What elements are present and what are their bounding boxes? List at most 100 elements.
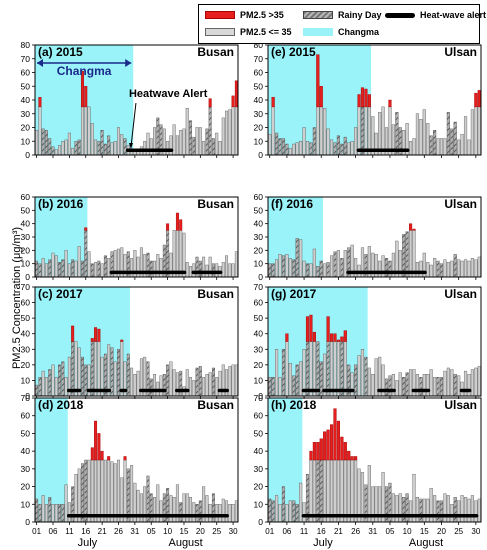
bar [130, 465, 134, 523]
bar [433, 130, 437, 156]
bar [48, 138, 52, 156]
panel-frame [267, 397, 482, 523]
panel-c2017-busan: 0 10 20 30 40 50 60 70 (c) 2017 Busan [21, 282, 239, 401]
bar [319, 459, 323, 523]
bar [305, 341, 310, 397]
bar [117, 127, 120, 156]
bar [162, 493, 166, 523]
bar [278, 254, 282, 278]
bar [195, 367, 199, 397]
bar-exceed [340, 436, 344, 461]
bar [460, 134, 464, 156]
y-tick-label: 20 [254, 360, 264, 370]
bar [347, 459, 351, 523]
bar [336, 250, 340, 278]
bar [71, 341, 75, 397]
bar [402, 497, 406, 523]
y-tick-label: 10 [21, 136, 31, 146]
y-tick-label: 20 [21, 123, 31, 133]
bar [271, 500, 275, 523]
bar [48, 497, 52, 523]
bar [443, 259, 447, 278]
bar [231, 364, 235, 397]
bar-exceed [208, 98, 212, 108]
bar [470, 369, 474, 397]
bar [343, 459, 347, 523]
bar-exceed [329, 333, 334, 342]
bar [198, 500, 202, 523]
bar [409, 230, 413, 278]
x-tick-label: 11 [300, 527, 309, 536]
bar [41, 370, 45, 397]
bar [422, 109, 426, 156]
y-tick-label: 10 [21, 259, 31, 269]
bar [268, 263, 272, 278]
bar [436, 500, 440, 523]
bar-exceed [271, 97, 275, 108]
bar [97, 260, 101, 278]
bar [202, 141, 206, 156]
x-tick-label: 16 [317, 527, 326, 536]
bar [429, 135, 433, 156]
panel-g2017-ulsan: 0 10 20 30 40 50 60 70 (g) 2017 Ulsan [254, 282, 482, 401]
bar [340, 459, 344, 523]
y-tick-label: 10 [254, 259, 264, 269]
bar [198, 260, 202, 278]
bar [426, 262, 430, 278]
bar [44, 377, 48, 397]
bar [419, 377, 423, 397]
bar [336, 341, 340, 397]
bar [189, 497, 193, 523]
y-tick-label: 50 [21, 428, 31, 438]
bar [110, 347, 114, 397]
bar [412, 230, 416, 278]
bar-exceed [326, 316, 330, 342]
bar [329, 341, 334, 397]
bar [446, 112, 450, 156]
panel-b2016-busan: 0 10 20 30 40 50 60 (b) 2016 Busan [21, 192, 239, 282]
bar [415, 497, 420, 523]
bar [285, 254, 289, 278]
bar [419, 260, 423, 278]
bar [378, 260, 382, 278]
bar [172, 230, 176, 278]
y-tick-label: 70 [254, 54, 264, 64]
y-tick-label: 50 [254, 428, 264, 438]
bar [51, 252, 55, 278]
bar [117, 349, 120, 397]
x-tick-label: 06 [282, 527, 291, 536]
bar [467, 374, 471, 397]
bar [48, 369, 52, 397]
bar [395, 380, 399, 397]
bar [77, 139, 81, 156]
bar [278, 504, 282, 523]
bar [51, 146, 55, 156]
bar [182, 232, 186, 278]
bar [189, 120, 193, 156]
bar [398, 372, 402, 397]
bar [84, 106, 88, 156]
bar [302, 127, 306, 156]
bar [182, 493, 186, 523]
y-tick-label: 40 [21, 95, 31, 105]
bar [211, 263, 215, 278]
bar [54, 504, 58, 523]
bar [360, 106, 365, 156]
bar-exceed [347, 450, 351, 461]
bar [329, 459, 334, 523]
y-tick-label: 40 [254, 95, 264, 105]
bar [357, 106, 361, 156]
legend-heatwave-label: Heat-wave alert [420, 10, 487, 20]
bar [77, 347, 81, 397]
bar [470, 258, 474, 278]
y-tick-label: 30 [21, 464, 31, 474]
y-tick-label: 10 [254, 499, 264, 509]
bar [319, 260, 323, 278]
x-tick-label: 30 [229, 527, 238, 536]
bar [198, 127, 202, 156]
bar [234, 106, 238, 156]
y-tick-label: 30 [21, 232, 31, 242]
bar [139, 493, 143, 523]
bar [228, 263, 232, 278]
y-tick-label: 50 [254, 313, 264, 323]
